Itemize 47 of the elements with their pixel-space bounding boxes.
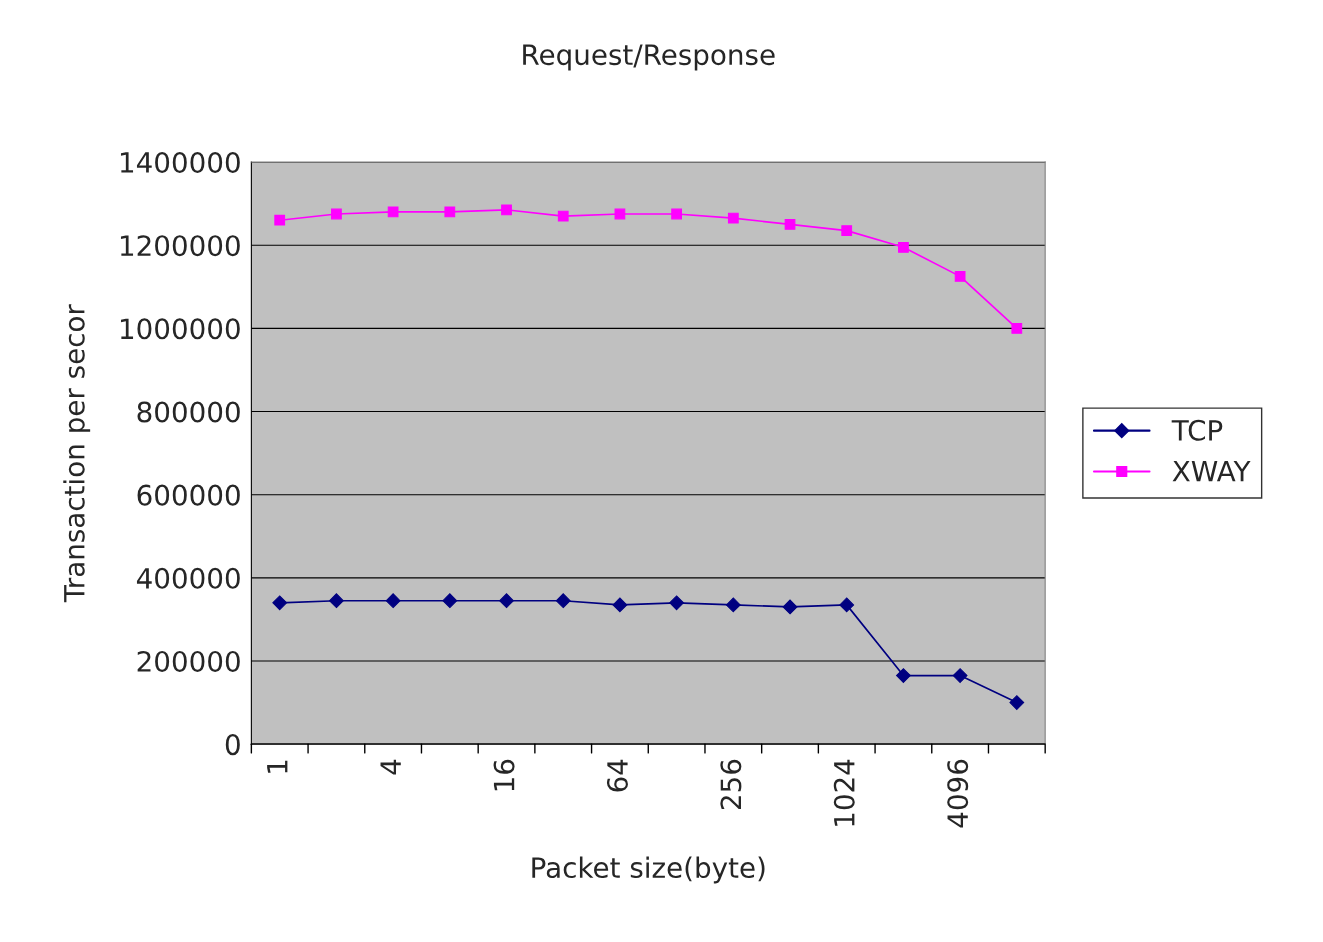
point [442,593,458,609]
point [952,668,968,683]
y-tick-label: 400000 [136,567,240,589]
point [1009,695,1025,710]
point [669,595,685,611]
point [501,204,512,216]
legend-label: TCP [1171,419,1223,441]
y-tick-label: 0 [225,734,240,756]
point [274,214,286,226]
point [612,597,628,613]
point [499,593,514,609]
point [839,597,855,613]
y-tick-label: 1200000 [120,235,240,257]
point [557,210,569,222]
x-tick-label: 64 [606,759,628,792]
point [272,595,288,611]
point [329,593,344,609]
point [385,593,401,609]
x-tick-label: 256 [720,759,742,810]
point [898,241,909,253]
point [725,597,741,613]
point [331,208,342,220]
point [444,206,456,218]
point [896,668,911,683]
y-tick-label: 1000000 [120,318,240,340]
x-tick-label: 1024 [833,759,855,826]
y-tick-label: 1400000 [120,151,240,173]
y-axis-title: Transaction per secor [63,304,91,603]
x-tick-label: 16 [493,759,515,791]
x-tick-label: 4 [380,759,401,775]
chart-title: Request/Response [523,44,775,71]
point [555,593,571,609]
point [954,271,966,282]
x-axis-title: Packet size(byte) [532,856,765,884]
y-tick-label: 800000 [137,401,240,423]
point [727,212,739,224]
y-tick-label: 600000 [137,484,240,506]
point [1011,322,1023,334]
point [782,599,798,615]
point [387,206,399,218]
point [784,219,796,230]
point [671,208,682,220]
point [841,225,853,237]
x-tick-label: 1 [267,760,288,773]
legend-label: XWAY [1172,460,1251,482]
x-tick-label: 4096 [947,759,969,828]
y-tick-label: 200000 [137,650,240,672]
